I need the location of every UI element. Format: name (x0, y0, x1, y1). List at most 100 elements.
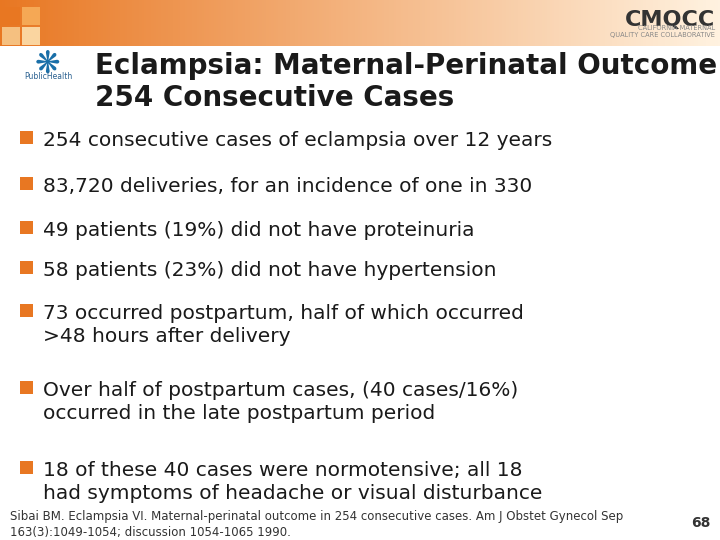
Bar (662, 0, 665, 46)
Bar (423, 0, 426, 46)
Bar (326, 0, 329, 46)
Bar (643, 0, 646, 46)
Bar (269, 0, 271, 46)
Bar (125, 0, 127, 46)
Bar (511, 0, 514, 46)
Bar (17, 0, 19, 46)
Bar (396, 0, 399, 46)
Bar (473, 0, 476, 46)
Bar (667, 0, 670, 46)
Bar (636, 0, 639, 46)
Bar (22, 0, 24, 46)
Bar (554, 0, 557, 46)
Bar (379, 0, 382, 46)
Bar (542, 0, 545, 46)
Bar (252, 0, 255, 46)
Bar (199, 0, 202, 46)
Bar (504, 0, 507, 46)
Bar (259, 0, 262, 46)
Bar (161, 0, 163, 46)
Bar (365, 0, 368, 46)
Bar (333, 0, 336, 46)
Bar (660, 0, 663, 46)
Bar (211, 0, 214, 46)
Bar (110, 0, 113, 46)
Bar (360, 0, 363, 46)
Bar (384, 0, 387, 46)
Bar (297, 0, 300, 46)
Bar (559, 0, 562, 46)
Bar (187, 0, 190, 46)
Bar (437, 0, 440, 46)
Bar (369, 0, 372, 46)
Bar (715, 0, 718, 46)
Bar (89, 0, 91, 46)
Text: ❋: ❋ (35, 50, 60, 79)
Bar (485, 0, 487, 46)
Bar (70, 0, 73, 46)
Bar (703, 0, 706, 46)
Bar (233, 0, 235, 46)
Bar (646, 0, 649, 46)
Bar (617, 0, 620, 46)
Bar (614, 0, 617, 46)
Bar (261, 0, 264, 46)
Bar (166, 0, 168, 46)
Bar (459, 0, 462, 46)
Bar (372, 0, 375, 46)
Bar (324, 0, 327, 46)
Bar (336, 0, 339, 46)
Bar (283, 0, 286, 46)
Bar (63, 0, 66, 46)
Bar (207, 0, 210, 46)
Bar (20, 461, 33, 474)
Bar (367, 0, 370, 46)
Bar (117, 0, 120, 46)
Bar (590, 0, 593, 46)
Bar (322, 0, 325, 46)
Text: Over half of postpartum cases, (40 cases/16%)
occurred in the late postpartum pe: Over half of postpartum cases, (40 cases… (43, 381, 518, 423)
Bar (598, 0, 600, 46)
Bar (163, 0, 166, 46)
Bar (94, 0, 96, 46)
Bar (362, 0, 365, 46)
Bar (691, 0, 694, 46)
Bar (274, 0, 276, 46)
Bar (20, 131, 33, 144)
Bar (218, 0, 221, 46)
Bar (290, 0, 293, 46)
Bar (502, 0, 505, 46)
Bar (153, 0, 156, 46)
Bar (427, 0, 430, 46)
Bar (185, 0, 188, 46)
Bar (593, 0, 595, 46)
Text: Sibai BM. Eclampsia VI. Maternal-perinatal outcome in 254 consecutive cases. Am : Sibai BM. Eclampsia VI. Maternal-perinat… (10, 510, 624, 539)
Bar (338, 0, 341, 46)
Bar (2, 7, 20, 25)
Bar (36, 0, 39, 46)
Bar (477, 0, 480, 46)
Bar (420, 0, 423, 46)
Bar (168, 0, 171, 46)
Bar (50, 0, 53, 46)
Bar (521, 0, 523, 46)
Bar (238, 0, 240, 46)
Bar (65, 0, 68, 46)
Bar (146, 0, 149, 46)
Bar (578, 0, 581, 46)
Bar (81, 0, 84, 46)
Bar (657, 0, 660, 46)
Bar (27, 0, 30, 46)
Bar (531, 0, 534, 46)
Bar (653, 0, 656, 46)
Bar (449, 0, 451, 46)
Bar (225, 0, 228, 46)
Bar (693, 0, 696, 46)
Bar (204, 0, 207, 46)
Bar (19, 0, 22, 46)
Bar (302, 0, 305, 46)
Bar (286, 0, 289, 46)
Bar (454, 0, 456, 46)
Bar (487, 0, 490, 46)
Text: 49 patients (19%) did not have proteinuria: 49 patients (19%) did not have proteinur… (43, 221, 474, 240)
